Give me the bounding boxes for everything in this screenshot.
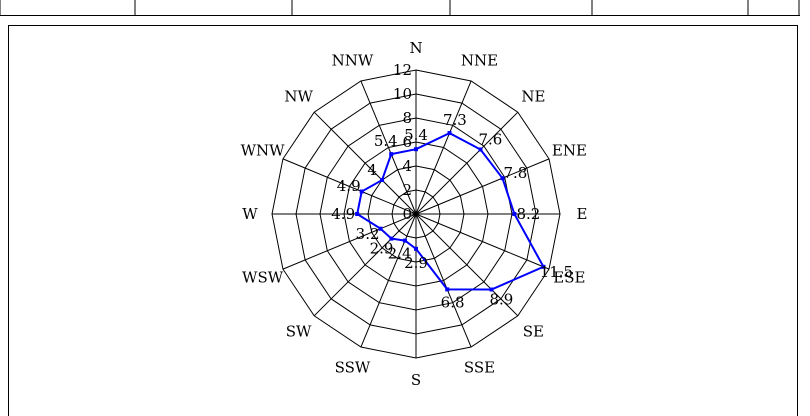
radial-tick-label: 4 xyxy=(402,157,412,175)
radial-tick-label: 0 xyxy=(402,205,412,223)
radial-tick-label: 12 xyxy=(393,61,412,79)
data-point-nne xyxy=(447,131,452,136)
direction-label-nne: NNE xyxy=(461,52,498,70)
direction-labels: N NNE NE ENE E ESE SE SSE S SSW SW WSW W WNW NW NNW xyxy=(241,39,588,389)
value-label-sse: 6.8 xyxy=(441,293,465,311)
radial-ticks: 0 2 4 6 8 10 12 xyxy=(393,61,412,223)
direction-label-s: S xyxy=(411,371,421,389)
direction-label-sse: SSE xyxy=(464,358,495,376)
spoke-nnw xyxy=(360,80,417,215)
chart-frame xyxy=(8,25,798,416)
spoke-sw xyxy=(313,213,417,317)
value-label-ese: 11.5 xyxy=(540,263,573,281)
value-label-ssw: 2.4 xyxy=(388,245,412,263)
data-point-wsw xyxy=(378,226,383,231)
spoke-ese xyxy=(415,213,550,270)
direction-label-ese: ESE xyxy=(553,269,585,287)
value-label-nw: 4 xyxy=(367,161,377,179)
data-point-ene xyxy=(500,176,505,181)
direction-label-nnw: NNW xyxy=(332,52,374,70)
data-point-n xyxy=(414,147,418,152)
radial-tick-label: 10 xyxy=(393,85,412,103)
data-point-e xyxy=(512,212,517,216)
value-label-nnw: 5.4 xyxy=(374,132,398,150)
direction-label-sw: SW xyxy=(286,322,312,340)
spoke-nne xyxy=(415,80,472,215)
direction-label-n: N xyxy=(409,39,422,57)
value-label-sw: 2.9 xyxy=(370,240,394,258)
value-label-ne: 7.6 xyxy=(478,131,502,149)
top-table-strip xyxy=(0,0,800,16)
data-point-s xyxy=(414,246,418,251)
series-layer xyxy=(355,131,546,292)
spoke-ssw xyxy=(360,213,417,348)
data-point-wnw xyxy=(359,189,364,194)
data-point-nnw xyxy=(389,152,394,157)
value-label-nne: 7.3 xyxy=(443,111,467,129)
direction-label-e: E xyxy=(577,205,588,223)
polar-grid xyxy=(271,69,561,359)
data-point-ne xyxy=(478,147,483,152)
direction-label-wnw: WNW xyxy=(241,142,286,160)
data-point-ssw xyxy=(402,238,407,243)
data-point-w xyxy=(355,212,360,216)
radial-tick-label: 2 xyxy=(402,181,412,199)
spoke-ene xyxy=(415,158,550,215)
direction-label-ene: ENE xyxy=(552,142,587,160)
radial-tick-label: 8 xyxy=(402,109,412,127)
radial-tick-label: 6 xyxy=(402,133,412,151)
data-point-ese xyxy=(541,264,546,269)
direction-label-ssw: SSW xyxy=(335,358,371,376)
direction-label-w: W xyxy=(242,205,258,223)
direction-label-nw: NW xyxy=(284,88,313,106)
value-label-wsw: 3.2 xyxy=(356,225,380,243)
value-label-ene: 7.8 xyxy=(503,164,527,182)
direction-label-se: SE xyxy=(523,322,544,340)
spoke-wnw xyxy=(282,158,417,215)
data-point-sse xyxy=(445,287,450,292)
value-label-se: 8.9 xyxy=(489,290,513,308)
direction-label-wsw: WSW xyxy=(242,269,284,287)
data-point-sw xyxy=(389,236,394,241)
spoke-nw xyxy=(313,111,417,215)
value-label-w: 4.9 xyxy=(331,205,355,223)
data-point-se xyxy=(489,287,494,292)
value-label-e: 8.2 xyxy=(516,205,540,223)
spoke-ne xyxy=(415,111,519,215)
spoke-se xyxy=(415,213,519,317)
value-labels: 5.47.37.67.88.211.58.96.82.92.42.93.24.9… xyxy=(331,111,573,311)
value-label-wnw: 4.9 xyxy=(337,177,361,195)
spoke-wsw xyxy=(282,213,417,270)
direction-label-ne: NE xyxy=(521,88,545,106)
spoke-sse xyxy=(415,213,472,348)
value-label-s: 2.9 xyxy=(404,254,428,272)
data-point-nw xyxy=(380,178,385,183)
value-label-n: 5.4 xyxy=(404,126,428,144)
